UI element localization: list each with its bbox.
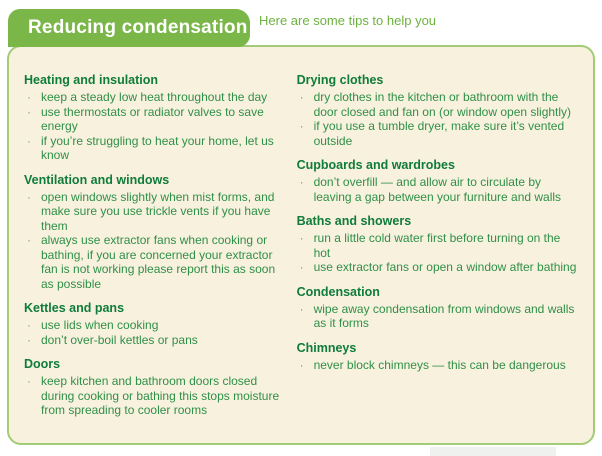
tip-section: Doors · keep kitchen and bathroom doors cl… [24, 357, 287, 418]
bullet-item: · run a little cold water first before tu… [297, 231, 579, 260]
bullet-icon: · [27, 90, 31, 104]
bullet-item: · wipe away condensation from windows and… [297, 302, 579, 331]
bullet-icon: · [299, 357, 304, 372]
bullet-text: don’t over-boil kettles or pans [41, 332, 198, 347]
bullet-text: don’t overfill — and allow air to circul… [313, 175, 562, 204]
section-heading: Condensation [296, 284, 380, 299]
bullet-item: · use extractor fans or open a window aft… [297, 260, 579, 275]
tip-section: Chimneys · never block chimneys — this can… [297, 341, 579, 373]
bullet-icon: · [27, 133, 31, 148]
bullet-item: · don’t over-boil kettles or pans [24, 333, 287, 348]
bullet-item: · keep a steady low heat throughout the d… [24, 90, 287, 105]
bullet-icon: · [27, 104, 31, 119]
page-shadow [430, 447, 556, 456]
bullet-icon: · [299, 231, 304, 245]
bullet-icon: · [27, 189, 31, 204]
tip-section: Heating and insulation · keep a steady low… [24, 73, 287, 163]
bullet-text: run a little cold water first before tur… [313, 231, 561, 260]
tip-section: Condensation · wipe away condensation from… [297, 285, 579, 331]
bullet-icon: · [299, 119, 304, 133]
bullet-text: use thermostats or radiator valves to sa… [41, 104, 264, 134]
bullet-text: keep a steady low heat throughout the da… [41, 90, 268, 104]
bullet-item: · never block chimneys — this can be dang… [297, 358, 579, 373]
bullet-icon: · [299, 301, 304, 316]
tip-section: Ventilation and windows · open windows sli… [24, 173, 287, 292]
bullet-item: · always use extractor fans when cooking … [24, 233, 287, 291]
section-heading: Kettles and pans [24, 301, 125, 315]
tips-columns: Heating and insulation · keep a steady low… [9, 47, 593, 428]
bullet-text: dry clothes in the kitchen or bathroom w… [313, 90, 572, 119]
tips-column-left: Heating and insulation · keep a steady low… [24, 73, 293, 428]
bullet-text: wipe away condensation from windows and … [313, 301, 575, 331]
bullet-icon: · [27, 233, 31, 247]
tip-section: Cupboards and wardrobes · don’t overfill —… [297, 158, 579, 204]
section-heading: Heating and insulation [24, 73, 159, 87]
page-subtitle: Here are some tips to help you [259, 13, 437, 28]
tip-section: Kettles and pans · use lids when cooking · d… [24, 301, 287, 347]
section-heading: Cupboards and wardrobes [296, 158, 455, 172]
tip-section: Baths and showers · run a little cold wate… [297, 214, 579, 275]
title-tab: Reducing condensation [8, 9, 250, 47]
bullet-text: if you’re struggling to heat your home, … [41, 133, 274, 163]
bullet-item: · dry clothes in the kitchen or bathroom … [297, 90, 579, 119]
bullet-item: · use thermostats or radiator valves to s… [24, 105, 287, 134]
bullet-text: use lids when cooking [41, 318, 159, 332]
section-heading: Baths and showers [296, 214, 412, 228]
bullet-text: keep kitchen and bathroom doors closed d… [41, 374, 280, 417]
bullet-item: · don’t overfill — and allow air to circu… [297, 175, 579, 204]
bullet-text: open windows slightly when mist forms, a… [41, 189, 275, 233]
bullet-icon: · [299, 90, 304, 104]
section-heading: Chimneys [296, 340, 357, 355]
bullet-text: use extractor fans or open a window afte… [313, 260, 577, 274]
bullet-item: · keep kitchen and bathroom doors closed … [24, 374, 287, 418]
tips-column-right: Drying clothes · dry clothes in the kitche… [293, 73, 579, 428]
section-heading: Ventilation and windows [24, 172, 170, 187]
page-title: Reducing condensation [28, 17, 248, 38]
bullet-item: · if you’re struggling to heat your home,… [24, 134, 287, 163]
bullet-icon: · [299, 260, 304, 274]
bullet-item: · use lids when cooking [24, 318, 287, 333]
bullet-icon: · [27, 318, 31, 332]
bullet-text: never block chimneys — this can be dange… [313, 357, 566, 372]
bullet-item: · open windows slightly when mist forms, … [24, 190, 287, 234]
bullet-text: if you use a tumble dryer, make sure it’… [313, 119, 565, 148]
section-heading: Drying clothes [296, 73, 384, 87]
bullet-icon: · [27, 374, 31, 388]
tips-panel: Heating and insulation · keep a steady low… [7, 45, 595, 445]
bullet-icon: · [27, 332, 31, 347]
section-heading: Doors [24, 357, 61, 371]
bullet-text: always use extractor fans when cooking o… [41, 233, 276, 291]
tip-section: Drying clothes · dry clothes in the kitche… [297, 73, 579, 148]
bullet-icon: · [299, 175, 304, 189]
bullet-item: · if you use a tumble dryer, make sure it… [297, 119, 579, 148]
